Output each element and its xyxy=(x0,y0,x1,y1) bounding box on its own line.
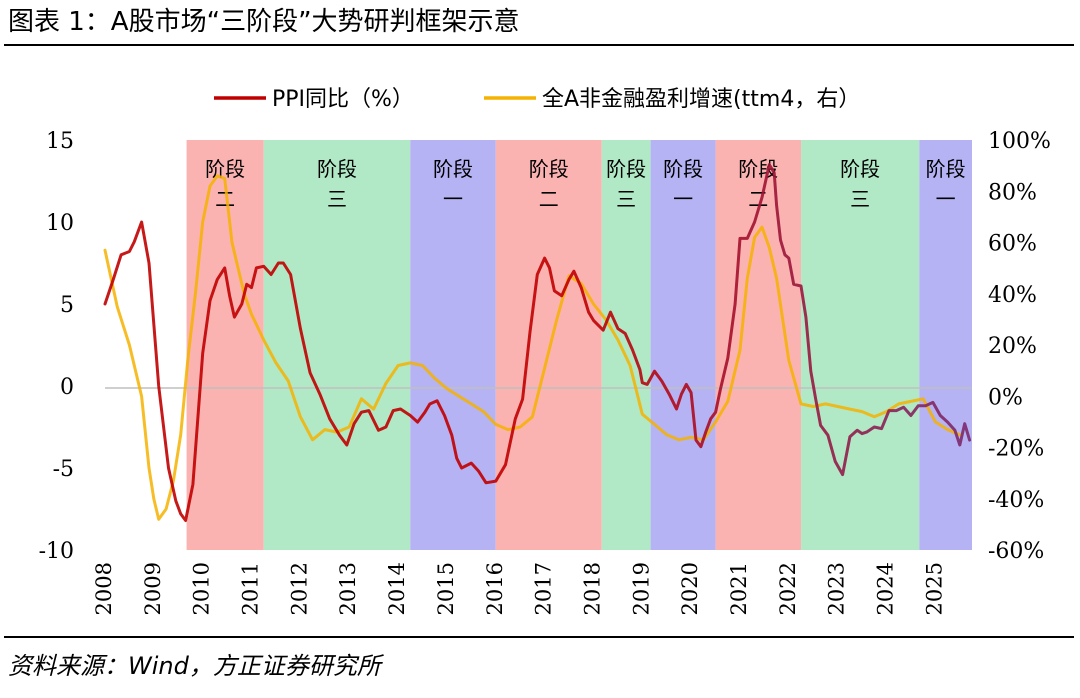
stage-label-4: 阶段 xyxy=(529,157,569,181)
x-tick-12: 2020 xyxy=(678,562,702,615)
x-tick-2: 2010 xyxy=(190,562,214,615)
y-right-tick-4: 20% xyxy=(988,334,1037,359)
y-left-tick-0: 15 xyxy=(46,129,74,154)
stage-band-3 xyxy=(410,140,496,550)
figure-title: 图表 1：A股市场“三阶段”大势研判框架示意 xyxy=(8,7,520,37)
y-right-tick-2: 60% xyxy=(988,232,1037,257)
x-tick-0: 2008 xyxy=(92,562,116,615)
source-rule xyxy=(4,636,1074,638)
x-tick-9: 2017 xyxy=(532,562,556,615)
x-tick-15: 2023 xyxy=(825,562,849,615)
y-left-tick-4: -5 xyxy=(53,457,74,482)
x-tick-13: 2021 xyxy=(727,562,751,615)
series-lines xyxy=(103,163,972,522)
stage-sublabel-8: 三 xyxy=(850,187,870,211)
y-right-tick-5: 0% xyxy=(988,385,1023,410)
legend-label-ppi: PPI同比（%） xyxy=(272,87,414,112)
stage-band-9 xyxy=(919,140,972,550)
x-tick-1: 2009 xyxy=(141,562,165,615)
stage-sublabel-9: 一 xyxy=(936,187,956,211)
x-tick-7: 2015 xyxy=(434,562,458,615)
stage-sublabel-1: 二 xyxy=(215,187,235,211)
stage-label-9: 阶段 xyxy=(926,157,966,181)
y-right-tick-3: 40% xyxy=(988,283,1037,308)
stage-sublabel-3: 一 xyxy=(443,187,463,211)
source-note: 资料来源：Wind，方正证券研究所 xyxy=(8,652,381,680)
title-rule xyxy=(4,44,1074,46)
y-right-tick-7: -40% xyxy=(988,488,1044,513)
y-left-tick-1: 10 xyxy=(46,211,74,236)
legend: PPI同比（%） 全A非金融盈利增速(ttm4，右） xyxy=(214,87,860,112)
y-left-tick-3: 0 xyxy=(60,375,74,400)
stage-band-5 xyxy=(601,140,651,550)
stage-band-4 xyxy=(495,140,602,550)
y-left-tick-2: 5 xyxy=(60,293,74,318)
x-tick-8: 2016 xyxy=(483,562,507,615)
ppi-yoy-line xyxy=(103,163,972,522)
stage-label-5: 阶段 xyxy=(606,157,646,181)
stage-label-3: 阶段 xyxy=(433,157,473,181)
x-tick-6: 2014 xyxy=(385,562,409,615)
stage-band-6 xyxy=(650,140,716,550)
x-tick-3: 2011 xyxy=(239,562,263,615)
x-tick-4: 2012 xyxy=(287,562,311,615)
stage-band-1 xyxy=(186,140,264,550)
x-tick-10: 2018 xyxy=(580,562,604,615)
stage-label-2: 阶段 xyxy=(317,157,357,181)
stage-band-2 xyxy=(263,140,411,550)
x-tick-16: 2024 xyxy=(874,562,898,615)
y-left-tick-5: -10 xyxy=(39,539,74,564)
y-right-tick-6: -20% xyxy=(988,437,1044,462)
y-right-tick-8: -60% xyxy=(988,539,1044,564)
x-tick-11: 2019 xyxy=(629,562,653,615)
stage-sublabel-6: 一 xyxy=(673,187,693,211)
stage-sublabel-5: 三 xyxy=(616,187,636,211)
stage-label-8: 阶段 xyxy=(840,157,880,181)
legend-label-earnings: 全A非金融盈利增速(ttm4，右） xyxy=(542,87,860,112)
axes: 15 10 5 0 -5 -10 100% 80% 60% 40% 20% 0% -20% -40% -60… xyxy=(39,129,1051,615)
stage-label-6: 阶段 xyxy=(663,157,703,181)
stage-band-8 xyxy=(801,140,920,550)
y-right-tick-1: 80% xyxy=(988,180,1037,205)
stage-sublabel-2: 三 xyxy=(327,187,347,211)
earnings-growth-line xyxy=(103,174,962,521)
x-tick-17: 2025 xyxy=(922,562,946,615)
x-tick-14: 2022 xyxy=(776,562,800,615)
y-right-tick-0: 100% xyxy=(988,129,1051,154)
x-tick-5: 2013 xyxy=(336,562,360,615)
stage-sublabel-4: 二 xyxy=(539,187,559,211)
